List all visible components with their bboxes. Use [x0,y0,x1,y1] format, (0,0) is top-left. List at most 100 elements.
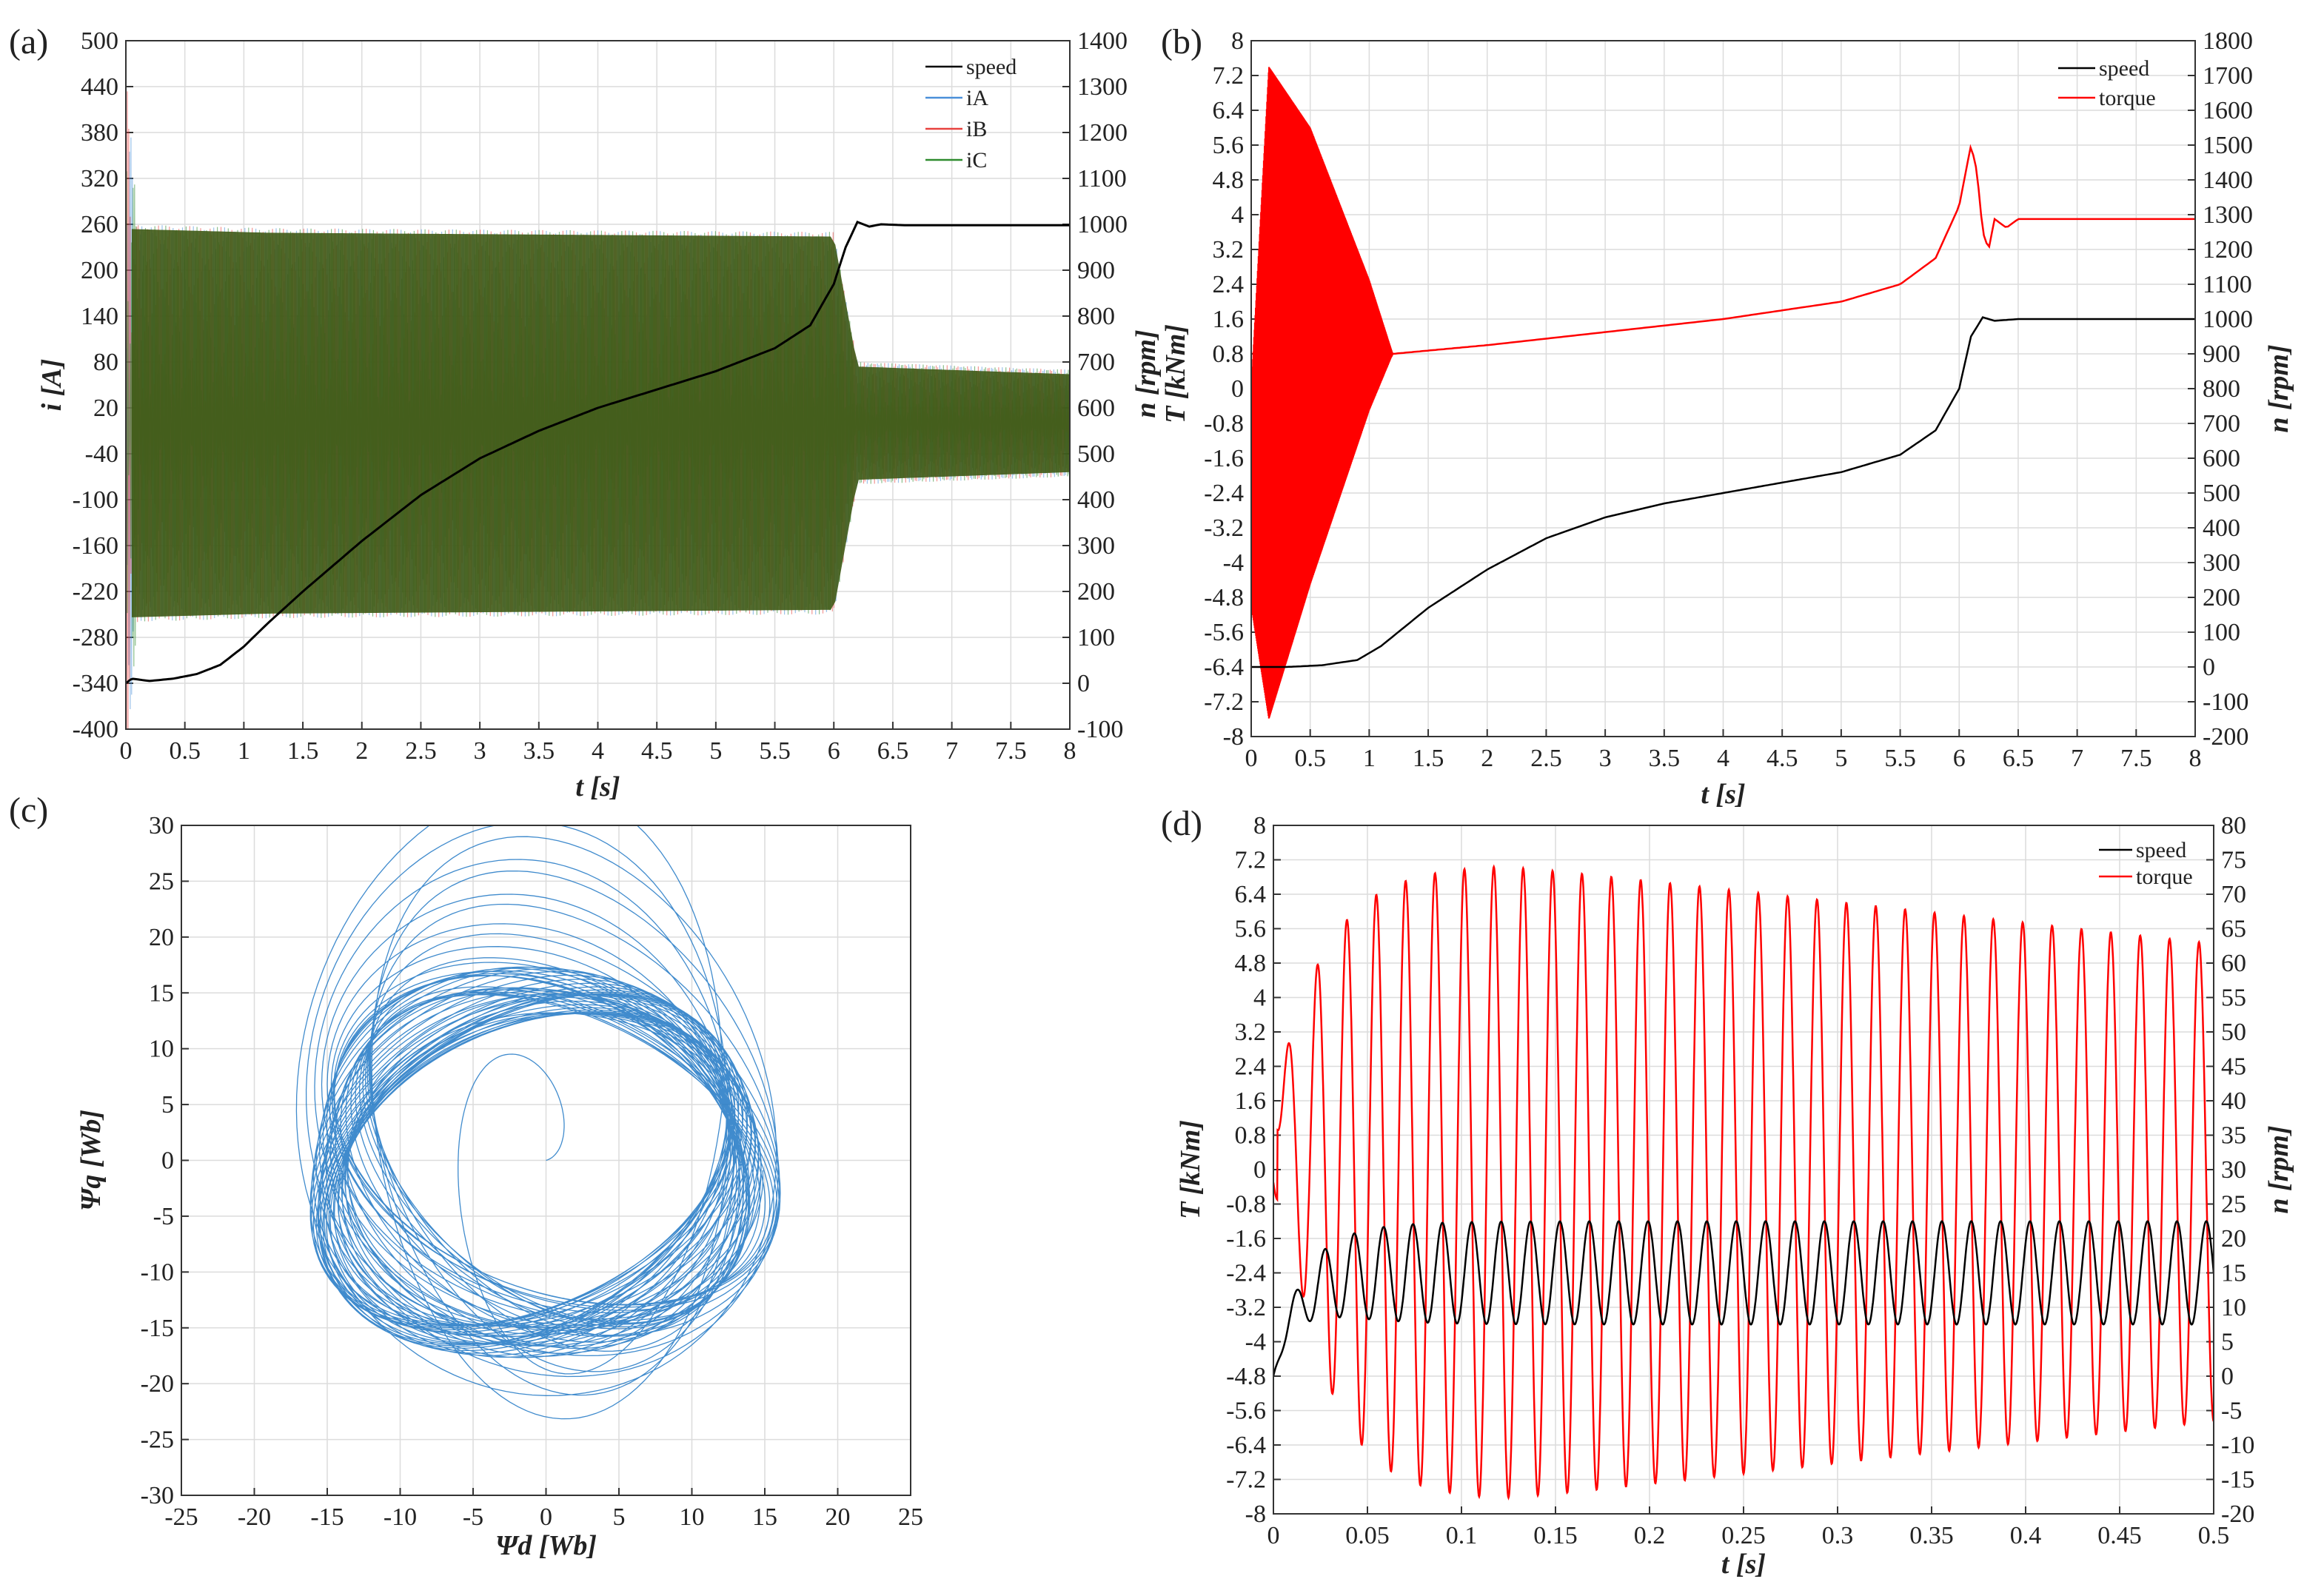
c-flux-trajectory [295,825,781,1420]
d-ytick-label: -0.8 [1226,1191,1266,1218]
a-ytick-label: -100 [73,486,118,514]
a-y2tick-label: 900 [1077,257,1115,284]
d-ytick-label: 0 [1253,1156,1266,1184]
b-xtick-label: 1 [1363,745,1376,772]
c-xlabel: Ψd [Wb] [495,1530,597,1561]
b-ytick-label: -4 [1223,549,1244,577]
b-ytick-label: 4.8 [1213,167,1245,194]
c-ytick-label: -30 [141,1482,174,1509]
d-ytick-label: -7.2 [1226,1466,1266,1494]
b-y2tick-label: 900 [2203,341,2240,368]
d-legend: speed torque [2099,838,2193,889]
d-legend-label-torque: torque [2136,865,2193,889]
b-ytick-label: -8 [1223,723,1244,751]
a-ytick-label: 80 [93,349,118,376]
b-xtick-label: 7.5 [2120,745,2152,772]
d-y2tick-label: -20 [2221,1501,2254,1528]
d-xtick-label: 0.35 [1909,1522,1954,1549]
c-xtick-label: -10 [384,1503,417,1531]
panel-label-c: (c) [9,791,48,830]
c-ytick-label: 5 [161,1091,174,1119]
b-ytick-label: -3.2 [1204,514,1244,542]
b-y2tick-label: 1100 [2203,271,2252,298]
b-y2tick-label: 1200 [2203,236,2253,264]
a-xtick-label: 2.5 [405,737,437,765]
b-y2tick-label: 500 [2203,480,2240,507]
a-speed-line [126,221,1070,685]
b-ytick-label: 1.6 [1213,306,1245,333]
d-xtick-label: 0.45 [2097,1522,2142,1549]
c-ytick-label: 0 [161,1147,174,1175]
c-xtick-label: -5 [463,1503,483,1531]
a-y2tick-label: 100 [1077,624,1115,651]
d-ytick-label: 3.2 [1235,1019,1267,1046]
b-y2tick-label: 200 [2203,584,2240,611]
a-y2tick-label: 1200 [1077,119,1128,147]
b-legend-label-speed: speed [2099,56,2149,81]
d-xtick-label: 0.3 [1822,1522,1854,1549]
b-xtick-label: 1.5 [1413,745,1444,772]
a-plot [126,91,1070,729]
a-ytick-label: -340 [73,670,118,697]
a-xtick-label: 6.5 [877,737,909,765]
b-xtick-label: 3.5 [1649,745,1681,772]
a-ytick-label: 20 [93,395,118,422]
a-ytick-label: 380 [81,119,118,147]
c-xtick-label: -20 [238,1503,271,1531]
a-y2tick-label: 600 [1077,395,1115,422]
d-y2tick-label: 55 [2221,985,2246,1012]
d-ytick-label: 0.8 [1235,1122,1267,1150]
b-y2tick-label: -100 [2203,688,2248,716]
b-ytick-label: 0 [1231,375,1244,403]
d-xtick-label: 0.15 [1533,1522,1578,1549]
d-y2tick-label: -5 [2221,1398,2242,1425]
b-xtick-label: 6 [1953,745,1966,772]
c-ytick-label: 25 [149,868,174,895]
a-xtick-label: 0 [120,737,133,765]
d-ytick-label: 1.6 [1235,1087,1267,1115]
a-y2tick-label: 1400 [1077,27,1128,55]
a-ylabel: i [A] [36,359,67,412]
b-plot [1251,67,2195,719]
b-xtick-label: 7 [2071,745,2083,772]
c-ytick-label: -25 [141,1426,174,1454]
b-y2tick-label: 400 [2203,514,2240,542]
d-y2tick-label: -15 [2221,1466,2254,1494]
d-ytick-label: -3.2 [1226,1294,1266,1321]
d-torque-line [1273,864,2214,1501]
a-xtick-label: 6 [828,737,840,765]
b-ytick-label: 3.2 [1213,236,1245,264]
c-ytick-label: -10 [141,1258,174,1286]
b-ytick-label: 5.6 [1213,132,1245,159]
a-ytick-label: -160 [73,532,118,560]
b-y2tick-label: 1400 [2203,167,2253,194]
b-y2tick-label: 1600 [2203,97,2253,124]
d-y2tick-label: 70 [2221,881,2246,908]
d-y2tick-label: 25 [2221,1191,2246,1218]
c-xtick-label: 0 [540,1503,552,1531]
b-y2tick-label: 300 [2203,549,2240,577]
c-ytick-label: 30 [149,812,174,839]
d-ytick-label: -5.6 [1226,1398,1266,1425]
a-xtick-label: 8 [1064,737,1076,765]
a-xtick-label: 3 [474,737,486,765]
d-speed-line [1273,1220,2214,1377]
a-y2tick-label: 0 [1077,670,1090,697]
b-xtick-label: 0.5 [1294,745,1326,772]
a-ytick-label: 500 [81,27,118,55]
d-y2tick-label: 35 [2221,1122,2246,1150]
c-ytick-label: 15 [149,979,174,1007]
b-ytick-label: -7.2 [1204,688,1244,716]
a-legend-label-iA: iA [966,86,988,110]
a-frame [125,40,1071,730]
c-xtick-label: -25 [164,1503,198,1531]
a-xtick-label: 3.5 [523,737,555,765]
d-y2label: n [rpm] [2263,1125,2294,1213]
d-axes: 0 0.05 0.1 0.15 0.2 0.25 0.3 0.35 0.4 0.45 0.5 -8 -7… [1226,812,2254,1549]
a-y2tick-label: -100 [1077,716,1123,743]
a-xtick-label: 1.5 [287,737,319,765]
d-ytick-label: -6.4 [1226,1432,1266,1459]
b-ytick-label: -2.4 [1204,480,1244,507]
d-ylabel: T [kNm] [1175,1120,1206,1219]
